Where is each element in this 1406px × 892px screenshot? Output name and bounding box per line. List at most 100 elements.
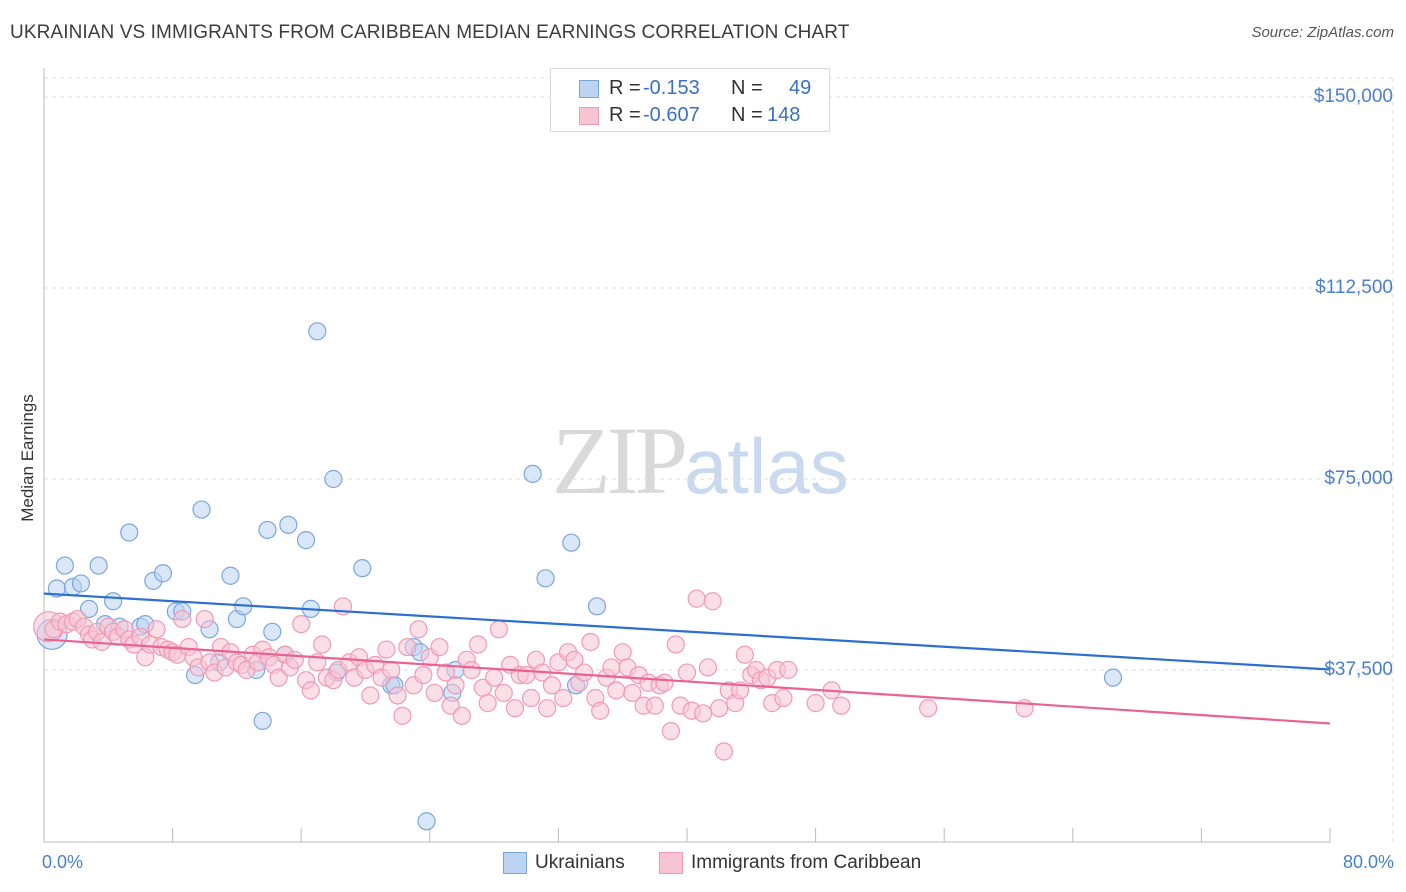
caribbean-point — [409, 620, 428, 639]
n-label: N = — [731, 104, 763, 126]
n-value: 49 — [789, 77, 812, 99]
caribbean-point — [703, 592, 722, 611]
ukrainians-point — [279, 515, 298, 534]
caribbean-point — [489, 620, 509, 639]
caribbean-point — [687, 589, 706, 608]
caribbean-point — [485, 668, 504, 687]
caribbean-point — [710, 699, 729, 718]
r-value: -0.607 — [643, 104, 700, 126]
stats-swatch-pink — [579, 107, 599, 125]
caribbean-point — [735, 645, 754, 664]
caribbean-point — [173, 609, 192, 629]
caribbean-point — [542, 676, 562, 695]
ukrainians-point — [308, 322, 327, 341]
ukrainians-point — [536, 569, 555, 588]
ukrainians-point — [263, 622, 282, 641]
ukrainians-point — [153, 564, 173, 583]
caribbean-point — [430, 637, 449, 657]
legend-swatch-blue — [503, 852, 527, 874]
caribbean-point — [446, 676, 465, 695]
n-label: N = — [731, 77, 763, 99]
y-axis-label: Median Earnings — [18, 394, 37, 522]
caribbean-point — [195, 609, 214, 629]
caribbean-point — [623, 683, 642, 703]
ukrainians-point — [104, 592, 123, 611]
caribbean-point — [285, 650, 304, 669]
caribbean-point — [269, 668, 288, 687]
caribbean-point — [554, 688, 573, 708]
caribbean-point — [602, 658, 621, 677]
caribbean-point — [292, 615, 311, 634]
caribbean-point — [806, 694, 825, 713]
caribbean-point — [698, 658, 717, 677]
watermark: ZIPatlas — [552, 405, 849, 516]
n-value: 148 — [767, 104, 801, 126]
legend-label-caribbean: Immigrants from Caribbean — [691, 852, 922, 873]
source-label: Source: ZipAtlas.com — [1251, 24, 1394, 41]
y-tick-label-112500: $112,500 — [1315, 277, 1393, 298]
caribbean-point — [452, 706, 472, 725]
r-label: R = — [609, 77, 641, 99]
caribbean-point — [441, 696, 460, 715]
caribbean-point — [607, 681, 626, 700]
y-tick-label-37500: $37,500 — [1324, 659, 1393, 680]
ukrainians-point — [221, 566, 240, 585]
ukrainians-point — [587, 597, 607, 616]
r-value: -0.153 — [643, 77, 700, 99]
ukrainians-point — [71, 574, 91, 593]
caribbean-point — [832, 696, 851, 715]
stats-row-caribbean: R = -0.607 N = 148 — [551, 102, 829, 128]
stats-legend-box: R = -0.153 N = 49 R = -0.607 N = 148 — [550, 68, 830, 132]
caribbean-point — [494, 683, 513, 703]
stats-row-ukrainians: R = -0.153 N = 49 — [551, 75, 829, 101]
caribbean-point — [575, 663, 594, 682]
caribbean-point — [505, 699, 525, 718]
caribbean-point — [521, 688, 541, 708]
ukrainians-point — [1103, 668, 1123, 687]
ukrainians-point — [562, 533, 581, 552]
ukrainians-point — [417, 812, 436, 831]
caribbean-point — [565, 650, 584, 669]
caribbean-point — [377, 640, 396, 659]
ukrainians-point — [296, 531, 316, 550]
caribbean-point — [361, 686, 380, 705]
ukrainians-point — [353, 559, 372, 578]
watermark-zip: ZIP — [552, 407, 688, 514]
x-tick-label-min: 0.0% — [42, 852, 84, 872]
ukrainians-trend-line — [43, 592, 1331, 671]
ukrainians-point — [79, 599, 99, 618]
caribbean-point — [436, 663, 455, 682]
caribbean-point — [538, 699, 557, 718]
caribbean-point — [398, 637, 417, 657]
caribbean-point — [425, 683, 444, 703]
caribbean-point — [581, 632, 600, 652]
caribbean-point — [666, 635, 685, 654]
ukrainians-point — [55, 556, 74, 575]
caribbean-point — [919, 699, 938, 718]
ukrainians-point — [258, 520, 277, 540]
caribbean-point — [779, 660, 798, 680]
caribbean-point — [301, 681, 320, 700]
stats-swatch-blue — [579, 80, 599, 98]
caribbean-trend-line — [43, 638, 1331, 725]
caribbean-point — [517, 665, 536, 685]
caribbean-point — [645, 696, 664, 715]
caribbean-point — [655, 673, 674, 692]
caribbean-point — [382, 660, 401, 680]
y-tick-label-75000: $75,000 — [1324, 468, 1393, 489]
ukrainians-point — [120, 523, 139, 542]
caribbean-point — [661, 722, 681, 741]
ukrainians-point — [523, 464, 542, 484]
chart-title: UKRAINIAN VS IMMIGRANTS FROM CARIBBEAN M… — [10, 22, 850, 43]
r-label: R = — [609, 104, 641, 126]
caribbean-point — [462, 660, 481, 680]
caribbean-point — [774, 688, 793, 708]
x-tick-label-max: 80.0% — [1342, 852, 1394, 872]
caribbean-point — [414, 665, 433, 685]
caribbean-point — [591, 701, 610, 720]
ukrainians-point — [324, 469, 343, 489]
legend-swatch-pink — [659, 852, 683, 874]
caribbean-point — [312, 635, 332, 654]
ukrainians-point — [89, 556, 108, 575]
